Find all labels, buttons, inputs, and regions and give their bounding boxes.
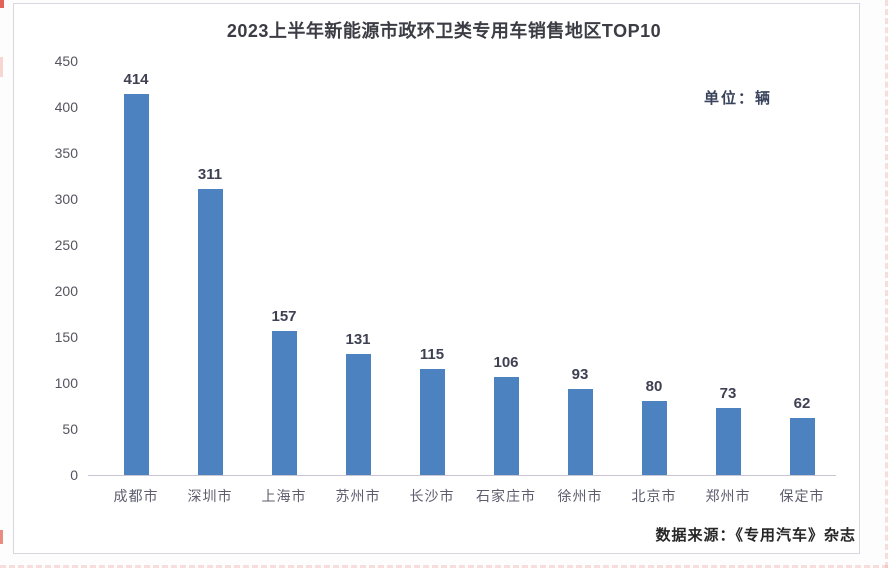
x-tick-label-深圳市: 深圳市 <box>187 488 233 504</box>
y-tick-label: 50 <box>62 421 78 437</box>
y-tick-label: 250 <box>54 237 78 253</box>
x-tick-label-成都市: 成都市 <box>113 488 159 504</box>
screenshot-artifact-bottom-edge <box>0 565 888 568</box>
bar-保定市 <box>789 418 815 475</box>
bar-长沙市 <box>419 369 445 475</box>
bar-value-label: 93 <box>571 366 589 383</box>
bar-北京市 <box>641 401 667 475</box>
screenshot-artifact-bottom-left <box>0 530 3 544</box>
y-tick-label: 0 <box>70 467 78 483</box>
x-axis-line <box>88 475 836 476</box>
x-tick-label-保定市: 保定市 <box>779 488 825 504</box>
bar-郑州市 <box>715 408 741 475</box>
data-source-label: 数据来源：《专用汽车》杂志 <box>655 527 856 544</box>
screenshot-artifact-left <box>0 57 3 77</box>
bar-value-label: 62 <box>793 395 811 412</box>
bar-成都市 <box>123 94 149 475</box>
bar-value-label: 414 <box>123 71 149 88</box>
x-tick-label-北京市: 北京市 <box>631 488 677 504</box>
bar-value-label: 80 <box>645 378 663 395</box>
bar-value-label: 157 <box>271 308 297 325</box>
x-tick-label-上海市: 上海市 <box>261 488 307 504</box>
x-tick-label-长沙市: 长沙市 <box>409 488 455 504</box>
bar-深圳市 <box>197 189 223 475</box>
x-tick-label-郑州市: 郑州市 <box>705 488 751 504</box>
y-tick-label: 150 <box>54 329 78 345</box>
bar-value-label: 131 <box>345 331 371 348</box>
bar-value-label: 73 <box>719 385 737 402</box>
bar-苏州市 <box>345 354 371 475</box>
y-tick-label: 400 <box>54 99 78 115</box>
screenshot-artifact-top-left <box>0 0 4 8</box>
bar-value-label: 115 <box>419 346 445 363</box>
y-tick-label: 200 <box>54 283 78 299</box>
x-tick-label-苏州市: 苏州市 <box>335 488 381 504</box>
bar-徐州市 <box>567 389 593 475</box>
x-tick-label-徐州市: 徐州市 <box>557 488 603 504</box>
unit-label: 单位：辆 <box>704 90 773 107</box>
y-tick-label: 300 <box>54 191 78 207</box>
y-tick-label: 350 <box>54 145 78 161</box>
bar-上海市 <box>271 331 297 475</box>
bar-石家庄市 <box>493 377 519 475</box>
x-tick-label-石家庄市: 石家庄市 <box>476 488 536 504</box>
y-tick-label: 450 <box>54 53 78 69</box>
bar-value-label: 106 <box>493 354 519 371</box>
screenshot-artifact-right-edge <box>885 0 888 568</box>
chart-title: 2023上半年新能源市政环卫类专用车销售地区TOP10 <box>226 21 662 41</box>
y-tick-label: 100 <box>54 375 78 391</box>
bar-value-label: 311 <box>197 166 223 183</box>
